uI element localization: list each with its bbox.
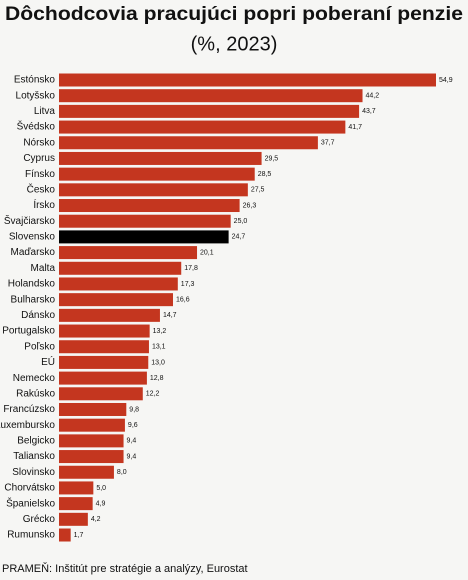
value-label: 12,8 xyxy=(150,375,164,382)
bar xyxy=(59,497,93,511)
category-label: Grécko xyxy=(23,514,56,525)
category-label: Nemecko xyxy=(13,373,56,384)
bar xyxy=(59,340,149,354)
bar xyxy=(59,465,114,479)
bar xyxy=(59,371,147,385)
category-label: Slovinsko xyxy=(12,467,55,478)
value-label: 37,7 xyxy=(321,140,335,147)
category-label: Dánsko xyxy=(21,310,55,321)
value-label: 14,7 xyxy=(163,312,177,319)
value-label: 16,6 xyxy=(176,297,190,304)
bar xyxy=(59,418,125,432)
bar xyxy=(59,481,94,495)
value-label: 8,0 xyxy=(117,469,127,476)
value-label: 17,8 xyxy=(184,265,198,272)
value-label: 9,4 xyxy=(127,453,137,460)
value-label: 29,5 xyxy=(265,155,279,162)
bar xyxy=(59,167,255,181)
category-label: EÚ xyxy=(41,355,55,368)
category-label: Francúzsko xyxy=(3,404,55,415)
value-label: 13,0 xyxy=(151,359,165,366)
value-label: 1,7 xyxy=(74,532,84,539)
bar xyxy=(59,450,124,464)
value-label: 41,7 xyxy=(348,124,362,131)
value-label: 28,5 xyxy=(258,171,272,178)
bar xyxy=(59,324,150,338)
bar xyxy=(59,104,360,118)
bar xyxy=(59,308,160,322)
category-label: Portugalsko xyxy=(2,326,55,337)
value-label: 26,3 xyxy=(243,202,257,209)
value-label: 44,2 xyxy=(366,93,380,100)
value-label: 43,7 xyxy=(362,108,376,115)
bar xyxy=(59,293,173,307)
value-label: 24,7 xyxy=(232,234,246,241)
bar xyxy=(59,199,240,213)
bar xyxy=(59,528,71,542)
category-label: Luxembursko xyxy=(0,420,55,431)
value-label: 12,2 xyxy=(146,391,160,398)
value-label: 4,9 xyxy=(96,500,106,507)
category-label: Česko xyxy=(27,182,56,195)
bar xyxy=(59,120,346,134)
bar xyxy=(59,387,143,401)
category-label: Malta xyxy=(31,263,56,274)
bar xyxy=(59,151,262,165)
category-label: Írsko xyxy=(33,198,55,211)
category-label: Taliansko xyxy=(13,451,55,462)
category-label: Lotyšsko xyxy=(16,90,56,101)
category-label: Švajčiarsko xyxy=(4,214,56,227)
bar xyxy=(59,246,198,260)
category-label: Španielsko xyxy=(6,496,55,509)
bar xyxy=(59,277,178,291)
value-label: 13,2 xyxy=(153,328,167,335)
category-label: Holandsko xyxy=(8,279,56,290)
value-label: 17,3 xyxy=(181,281,195,288)
value-label: 13,1 xyxy=(152,344,166,351)
category-label: Cyprus xyxy=(23,153,55,164)
value-label: 9,8 xyxy=(129,406,139,413)
category-label: Estónsko xyxy=(14,75,56,86)
category-label: Chorvátsko xyxy=(4,483,55,494)
bar xyxy=(59,136,318,150)
chart-title: Dôchodcovia pracujúci popri poberaní pen… xyxy=(5,4,463,25)
category-label: Fínsko xyxy=(25,169,55,180)
category-label: Nórsko xyxy=(23,137,55,148)
value-label: 9,6 xyxy=(128,422,138,429)
source: PRAMEŇ: Inštitút pre stratégie a analýzy… xyxy=(2,562,248,575)
bar xyxy=(59,434,124,448)
value-label: 20,1 xyxy=(200,249,214,256)
chart-subtitle: (%, 2023) xyxy=(191,33,278,55)
value-label: 4,2 xyxy=(91,516,101,523)
bar xyxy=(59,183,248,197)
value-label: 25,0 xyxy=(234,218,248,225)
category-label: Rumunsko xyxy=(7,530,55,541)
bar xyxy=(59,261,182,275)
value-label: 27,5 xyxy=(251,187,265,194)
value-label: 5,0 xyxy=(96,485,106,492)
category-label: Švédsko xyxy=(17,120,56,133)
category-label: Rakúsko xyxy=(16,388,55,399)
category-label: Poľsko xyxy=(24,341,55,352)
value-label: 9,4 xyxy=(127,438,137,445)
bar xyxy=(59,230,229,244)
bar xyxy=(59,73,436,87)
bar xyxy=(59,214,231,228)
category-label: Bulharsko xyxy=(11,294,56,305)
category-label: Slovensko xyxy=(9,232,56,243)
bar xyxy=(59,512,88,526)
bar xyxy=(59,89,363,103)
bar xyxy=(59,402,127,416)
value-label: 54,9 xyxy=(439,77,453,84)
bar xyxy=(59,355,149,369)
category-label: Maďarsko xyxy=(11,247,56,258)
category-label: Belgicko xyxy=(17,436,55,447)
category-label: Litva xyxy=(34,106,56,117)
